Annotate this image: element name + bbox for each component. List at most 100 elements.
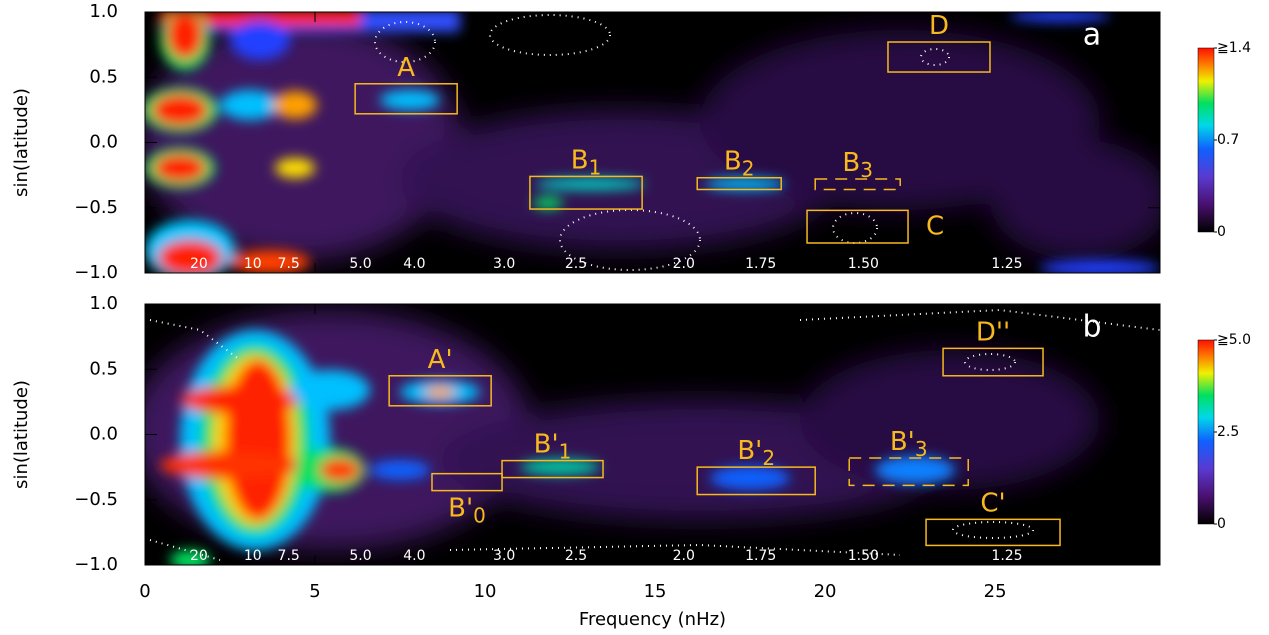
- colorbar: [1197, 47, 1215, 233]
- period-label: 5.0: [349, 548, 371, 564]
- period-label: 1.50: [848, 548, 879, 564]
- x-tick-label: 20: [814, 581, 837, 602]
- region-box: [529, 175, 643, 210]
- region-label: A': [428, 344, 453, 374]
- region-subscript: 2: [762, 446, 775, 470]
- y-tick-label: 1.0: [89, 293, 118, 314]
- region-subscript: 0: [473, 503, 486, 527]
- region-box: [696, 466, 816, 496]
- region-name: C: [926, 211, 944, 241]
- period-label: 20: [190, 548, 208, 564]
- x-tick-label: 25: [984, 581, 1007, 602]
- region-box: [814, 178, 901, 191]
- region-box: [925, 518, 1061, 547]
- region-box: [696, 176, 782, 191]
- panel-label: a: [1083, 18, 1101, 53]
- period-label: 3.0: [493, 256, 515, 272]
- colorbar-label: ≧5.0: [1217, 332, 1251, 348]
- y-tick-label: −0.5: [74, 197, 118, 218]
- region-label: B1: [571, 145, 602, 179]
- region-subscript: 2: [742, 156, 755, 180]
- colorbar-label: 2.5: [1217, 424, 1239, 440]
- y-tick-label: 1.0: [89, 1, 118, 22]
- region-label: B'3: [890, 426, 928, 460]
- region-box: [806, 209, 909, 244]
- region-label: B'2: [737, 436, 775, 470]
- y-tick-label: 0.5: [89, 358, 118, 379]
- region-box: [887, 41, 991, 73]
- region-box: [388, 375, 492, 407]
- period-label: 1.25: [991, 256, 1022, 272]
- x-tick-label: 5: [309, 581, 320, 602]
- region-label: B2: [724, 146, 755, 180]
- x-axis-title: Frequency (nHz): [579, 609, 726, 630]
- region-box: [848, 457, 969, 487]
- region-label: C': [980, 488, 1005, 518]
- y-tick-label: 0.0: [89, 132, 118, 153]
- panel-label: b: [1082, 310, 1101, 345]
- region-subscript: 1: [559, 439, 572, 463]
- region-name: B: [724, 146, 742, 176]
- period-label: 3.0: [493, 548, 515, 564]
- region-label: D'': [976, 317, 1010, 347]
- region-name: B': [890, 426, 915, 456]
- period-label: 7.5: [278, 548, 300, 564]
- region-name: B: [571, 145, 589, 175]
- y-axis-title: sin(latitude): [11, 380, 32, 489]
- region-name: B': [737, 436, 762, 466]
- y-tick-label: −1.0: [74, 262, 118, 283]
- y-tick-label: 0.5: [89, 66, 118, 87]
- region-subscript: 1: [589, 155, 602, 179]
- period-label: 2.5: [565, 548, 587, 564]
- region-name: D'': [976, 317, 1010, 347]
- period-label: 1.75: [745, 548, 776, 564]
- region-label: D: [929, 11, 949, 41]
- region-label: B3: [842, 148, 873, 182]
- region-label: B'0: [448, 493, 486, 527]
- region-box: [354, 83, 458, 115]
- y-tick-label: −1.0: [74, 554, 118, 575]
- period-label: 4.0: [403, 256, 425, 272]
- y-tick-label: −0.5: [74, 489, 118, 510]
- x-tick-label: 10: [474, 581, 497, 602]
- panel: −1.0 −0.5 0.0 0.5 1.0 sin(latitude) a 20 1 0 7.5 5.…: [11, 1, 1251, 283]
- region-subscript: 3: [860, 158, 873, 182]
- period-label: 2.0: [673, 548, 695, 564]
- region-label: B'1: [534, 429, 572, 463]
- period-label: 7.5: [278, 256, 300, 272]
- y-tick-label: 0.0: [89, 424, 118, 445]
- heatmap-a: [145, 12, 1160, 273]
- x-tick-label: 15: [644, 581, 667, 602]
- x-tick-label: 0: [139, 581, 150, 602]
- period-label: 10: [244, 548, 262, 564]
- colorbar-label: 0.7: [1217, 132, 1239, 148]
- y-axis-title: sin(latitude): [11, 88, 32, 197]
- period-label: 1.25: [991, 548, 1022, 564]
- colorbar-label: ≧1.4: [1217, 40, 1251, 56]
- colorbar-label: 0: [1217, 516, 1226, 532]
- region-subscript: 3: [915, 436, 928, 460]
- region-box: [942, 347, 1044, 377]
- heatmap-b: [145, 304, 1160, 565]
- region-name: B: [842, 148, 860, 178]
- period-label: 5.0: [349, 256, 371, 272]
- period-label: 2.5: [565, 256, 587, 272]
- colorbar-label: 0: [1217, 224, 1226, 240]
- region-name: B': [534, 429, 559, 459]
- period-label: 1.75: [745, 256, 776, 272]
- period-label: 1.50: [848, 256, 879, 272]
- region-name: B': [448, 493, 473, 523]
- region-name: A': [428, 344, 453, 374]
- region-name: A: [397, 52, 415, 82]
- region-label: A: [397, 52, 415, 82]
- period-label: 20: [190, 256, 208, 272]
- region-box: [501, 459, 604, 479]
- region-name: C': [980, 488, 1005, 518]
- colorbar: [1197, 339, 1215, 525]
- period-label: 4.0: [403, 548, 425, 564]
- period-label: 2.0: [673, 256, 695, 272]
- region-box: [431, 472, 503, 492]
- region-name: D: [929, 11, 949, 41]
